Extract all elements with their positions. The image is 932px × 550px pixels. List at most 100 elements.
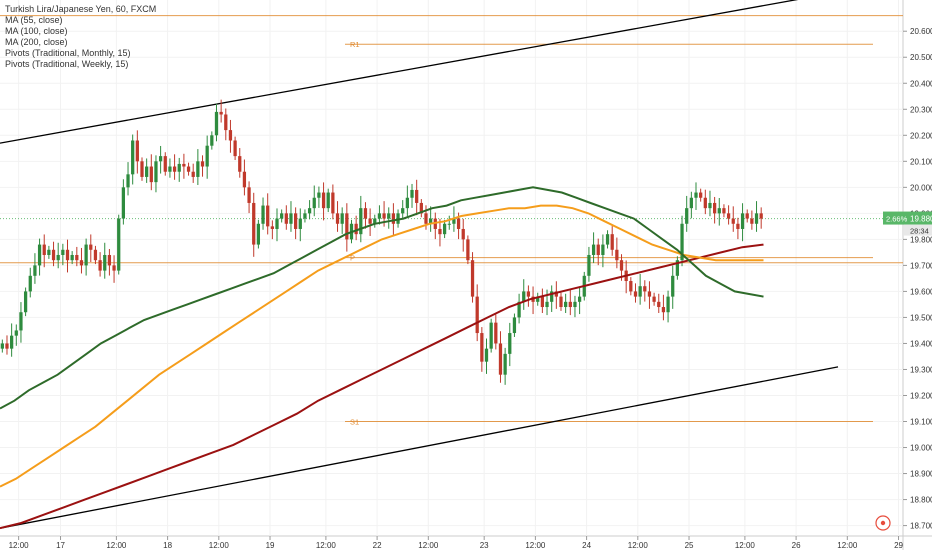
candle-body <box>196 161 200 177</box>
candle-body <box>107 254 112 266</box>
y-tick-label: 20.300 <box>910 105 932 114</box>
candle-body <box>117 218 121 271</box>
candle-body <box>65 249 70 261</box>
candle-body <box>51 249 56 261</box>
candle-body <box>745 213 749 219</box>
candle-body <box>293 213 298 229</box>
candle-body <box>154 161 158 183</box>
y-tick-label: 18.700 <box>910 522 932 531</box>
y-axis[interactable]: 18.700 18.800 18.900 19.000 19.100 19.200 19.3… <box>903 27 932 531</box>
candle-body <box>596 244 600 255</box>
legend-ma200[interactable]: MA (200, close) <box>5 37 68 47</box>
candle-body <box>605 234 610 245</box>
candle-body <box>335 213 340 224</box>
x-tick-label: 26 <box>792 541 801 550</box>
candle-body <box>210 135 214 146</box>
channel-lower-line <box>0 366 839 529</box>
candle-body <box>391 213 396 224</box>
candle-body <box>131 140 135 175</box>
candle-body <box>126 174 130 188</box>
y-tick-label: 19.800 <box>910 235 932 244</box>
candle-body <box>177 163 181 172</box>
candle-body <box>438 228 442 235</box>
candle-body <box>70 254 74 261</box>
candle-body <box>689 197 693 209</box>
candle-body <box>377 213 382 219</box>
pivot-label: S1 <box>350 418 359 427</box>
candle-body <box>470 260 475 297</box>
candle-body <box>42 244 46 255</box>
candle-body <box>359 208 363 235</box>
candle-body <box>219 111 223 115</box>
candle-body <box>256 223 261 245</box>
legend-pivots-monthly[interactable]: Pivots (Traditional, Monthly, 15) <box>5 48 131 58</box>
candle-body <box>550 291 554 302</box>
legend-ma55[interactable]: MA (55, close) <box>5 15 63 25</box>
candle-body <box>461 228 465 240</box>
y-tick-label: 19.300 <box>910 365 932 374</box>
x-tick-label: 22 <box>373 541 382 550</box>
candle-body <box>512 317 517 334</box>
candle-body <box>717 208 721 214</box>
candle-body <box>754 213 759 224</box>
y-tick-label: 20.100 <box>910 157 932 166</box>
candle-body <box>726 213 731 219</box>
candle-body <box>186 166 191 172</box>
candle-body <box>382 213 386 219</box>
candle-body <box>172 166 177 172</box>
candle-body <box>37 244 42 266</box>
candle-body <box>484 348 489 362</box>
y-tick-label: 19.100 <box>910 418 932 427</box>
candle-body <box>591 244 596 255</box>
candle-body <box>671 275 675 297</box>
price-badge-price: 19.880 <box>910 215 932 224</box>
candle-body <box>233 140 237 157</box>
candle-body <box>703 197 707 209</box>
candle-body <box>98 260 102 271</box>
candle-body <box>536 296 540 302</box>
candle-body <box>577 296 582 302</box>
legend-pivots-weekly[interactable]: Pivots (Traditional, Weekly, 15) <box>5 59 129 69</box>
candle-body <box>540 296 545 308</box>
candle-body <box>75 254 79 261</box>
candle-body <box>14 330 18 336</box>
candle-body <box>238 156 242 172</box>
legend-ma100[interactable]: MA (100, close) <box>5 26 68 36</box>
legend-title[interactable]: Turkish Lira/Japanese Yen, 60, FXCM <box>5 4 157 14</box>
candle-body <box>447 223 451 225</box>
candle-body <box>345 213 349 240</box>
channel-lines <box>0 0 839 529</box>
x-tick-label: 12:00 <box>837 541 858 550</box>
candle-body <box>270 226 274 229</box>
ma55-line <box>0 186 764 410</box>
candle-body <box>33 265 37 276</box>
candle-body <box>340 213 344 224</box>
candle-body <box>736 223 740 229</box>
candle-body <box>494 322 498 344</box>
candle-body <box>685 208 689 224</box>
candle-body <box>363 208 368 219</box>
candle-body <box>93 249 98 261</box>
x-tick-label: 19 <box>266 541 275 550</box>
x-axis[interactable]: 12:00 17 12:00 18 12:00 19 12:00 22 12:00 23 12:00… <box>9 536 904 550</box>
x-tick-label: 12:00 <box>418 541 439 550</box>
candle-body <box>647 291 652 297</box>
candle-body <box>564 301 568 308</box>
candle-body <box>456 218 461 229</box>
candle-body <box>498 343 503 375</box>
candle-body <box>200 161 205 167</box>
y-tick-label: 20.200 <box>910 131 932 140</box>
candle-body <box>182 163 186 167</box>
candle-body <box>452 218 456 224</box>
candle-body <box>368 218 372 224</box>
ma200-line <box>0 243 764 530</box>
candle-body <box>699 192 703 198</box>
scroll-to-realtime-button[interactable] <box>875 515 891 531</box>
countdown-text: 28:34 <box>910 227 929 236</box>
candle-body <box>712 202 717 214</box>
candle-body <box>103 254 107 271</box>
y-tick-label: 20.400 <box>910 79 932 88</box>
candle-body <box>759 213 763 219</box>
candle-body <box>410 189 414 198</box>
